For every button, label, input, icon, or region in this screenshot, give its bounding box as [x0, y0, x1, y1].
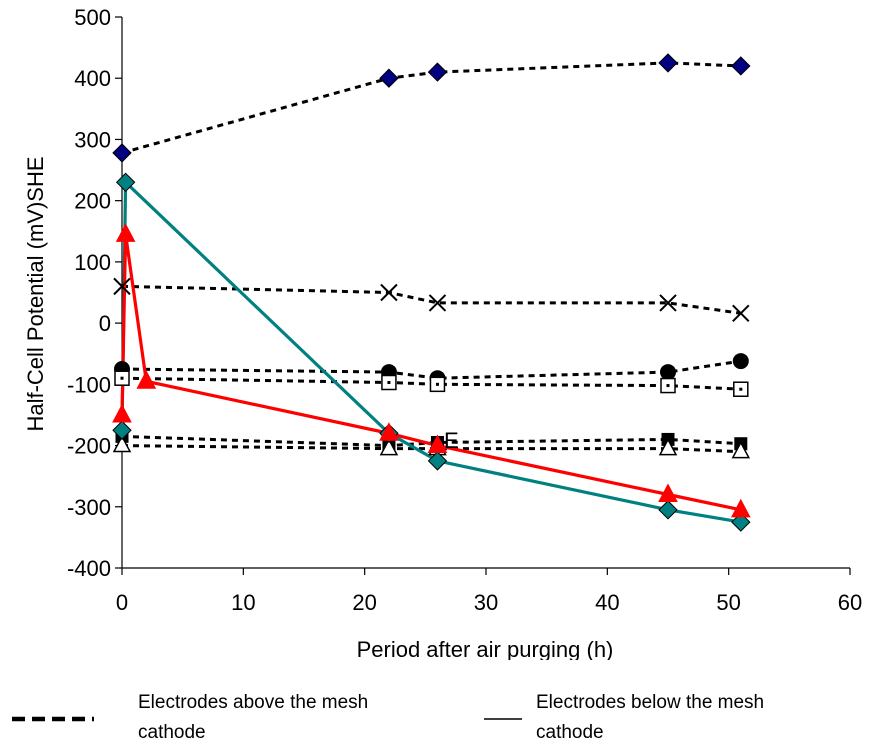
y-tick-label: 400: [74, 66, 111, 91]
annotation-label: E: [444, 428, 459, 453]
data-point: [380, 283, 398, 302]
data-point: [659, 294, 677, 312]
data-point: [658, 500, 678, 520]
legend-label-below: Electrodes below the mesh cathode: [536, 692, 765, 743]
x-tick-label: 50: [716, 590, 740, 615]
y-tick-label: -200: [67, 434, 111, 459]
legend-label-above: Electrodes above the mesh cathode: [138, 692, 369, 743]
data-point: [112, 434, 132, 453]
x-axis-label: Period after air purging (h): [357, 637, 614, 660]
series-markers: [112, 53, 751, 163]
series-line: [121, 61, 741, 155]
data-point: [732, 304, 750, 323]
data-point: [732, 353, 749, 370]
y-tick-label: 100: [74, 250, 111, 275]
data-point: [115, 223, 136, 242]
data-point: [428, 294, 447, 312]
series-line: [121, 359, 742, 380]
data-point: [113, 277, 131, 296]
data-point: [379, 68, 399, 88]
data-point: [136, 370, 157, 389]
data-point: [658, 53, 678, 73]
data-point: [427, 451, 448, 471]
legend-sample-dashed: [12, 716, 94, 722]
x-tick-label: 60: [838, 590, 862, 615]
data-point: [381, 374, 397, 391]
data-point: [731, 441, 751, 459]
data-point: [660, 364, 676, 381]
data-point: [730, 498, 751, 518]
y-tick-label: 500: [74, 5, 111, 30]
data-point: [379, 422, 399, 441]
y-tick-label: 300: [74, 127, 111, 152]
data-point: [114, 370, 130, 386]
series-markers: [114, 370, 749, 397]
series-line: [121, 444, 741, 454]
data-point: [658, 483, 678, 503]
data-point: [733, 381, 749, 397]
y-tick-label: 200: [74, 189, 111, 214]
series-markers: [112, 172, 751, 532]
markers-layer: [112, 53, 751, 532]
series-line: [121, 376, 741, 391]
data-point: [112, 143, 132, 163]
data-point: [112, 420, 132, 440]
x-tick-label: 40: [595, 590, 619, 615]
series-line: [120, 234, 742, 512]
series-markers: [113, 277, 750, 323]
series-line: [121, 284, 742, 315]
x-tick-label: 20: [352, 590, 376, 615]
data-point: [429, 376, 446, 393]
y-tick-label: -300: [67, 495, 111, 520]
data-point: [379, 438, 399, 456]
data-point: [427, 62, 448, 82]
series-line: [120, 178, 742, 524]
data-point: [658, 438, 678, 456]
x-tick-label: 0: [116, 590, 128, 615]
series-markers: [112, 223, 751, 518]
y-axis-label: Half-Cell Potential (mV)SHE: [23, 156, 48, 431]
data-point: [427, 434, 448, 454]
data-point: [731, 56, 751, 76]
data-point: [660, 377, 676, 394]
y-tick-label: 0: [99, 311, 111, 336]
x-tick-label: 30: [474, 590, 498, 615]
y-tick-label: -100: [67, 372, 111, 397]
data-point: [731, 512, 751, 532]
data-point: [112, 403, 132, 423]
legend-sample-solid: [484, 718, 522, 720]
data-point: [115, 172, 136, 193]
x-tick-label: 10: [231, 590, 255, 615]
y-tick-label: -400: [67, 556, 111, 581]
series-line: [121, 434, 741, 448]
